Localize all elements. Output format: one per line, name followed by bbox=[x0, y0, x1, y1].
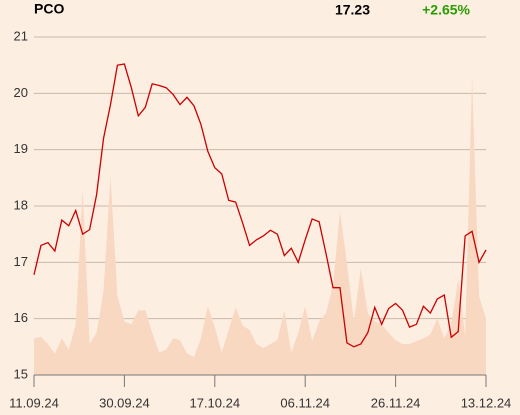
x-tick-label: 30.09.24 bbox=[99, 395, 150, 410]
y-tick-label: 20 bbox=[14, 85, 28, 100]
symbol: PCO bbox=[34, 1, 64, 17]
y-tick-label: 19 bbox=[14, 141, 28, 156]
x-tick-label: 11.09.24 bbox=[9, 395, 59, 410]
price-line bbox=[33, 63, 487, 348]
x-tick-label: 06.11.24 bbox=[280, 395, 330, 410]
y-tick-label: 15 bbox=[14, 366, 28, 381]
volume-area bbox=[34, 76, 486, 375]
y-tick-label: 21 bbox=[14, 28, 28, 43]
y-tick-label: 18 bbox=[14, 197, 28, 212]
change: +2.65% bbox=[422, 2, 470, 18]
y-tick-label: 16 bbox=[14, 310, 28, 325]
price: 17.23 bbox=[335, 2, 370, 18]
x-tick-label: 26.11.24 bbox=[371, 395, 421, 410]
x-tick-label: 13.12.24 bbox=[461, 395, 512, 410]
y-tick-label: 17 bbox=[14, 254, 28, 269]
x-tick-label: 17.10.24 bbox=[189, 395, 240, 410]
